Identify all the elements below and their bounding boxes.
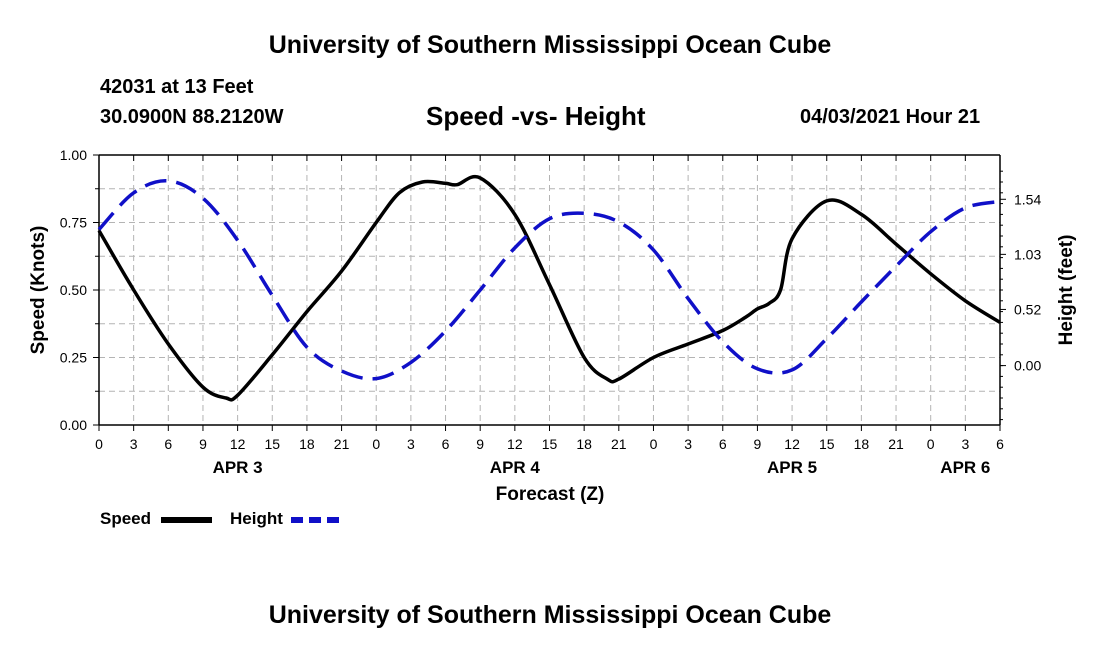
y2-axis-title: Height (feet) — [1056, 235, 1077, 346]
legend-height-label: Height — [230, 509, 283, 528]
chart-title: University of Southern Mississippi Ocean… — [268, 31, 832, 59]
x-tick-label: 9 — [754, 436, 762, 452]
date-label: APR 3 — [213, 458, 263, 477]
y2-tick-label: 0.52 — [1014, 301, 1041, 317]
x-tick-label: 0 — [650, 436, 658, 452]
station-label: 42031 at 13 Feet — [100, 76, 254, 98]
date-label: APR 5 — [767, 458, 817, 477]
chart-subtitle: Speed -vs- Height — [426, 101, 646, 131]
x-tick-label: 3 — [961, 436, 969, 452]
y-tick-label: 1.00 — [60, 147, 87, 163]
y-axis-title: Speed (Knots) — [28, 226, 49, 355]
x-axis-title: Forecast (Z) — [496, 484, 605, 505]
x-tick-label: 9 — [476, 436, 484, 452]
x-tick-label: 9 — [199, 436, 207, 452]
height-series-line — [97, 179, 1001, 381]
y-tick-label: 0.50 — [60, 282, 87, 298]
forecast-datetime: 04/03/2021 Hour 21 — [800, 106, 981, 128]
y2-tick-label: 1.54 — [1014, 191, 1041, 207]
x-tick-label: 0 — [927, 436, 935, 452]
x-tick-label: 0 — [372, 436, 380, 452]
x-tick-label: 12 — [230, 436, 246, 452]
date-label: APR 4 — [490, 458, 541, 477]
coordinates-label: 30.0900N 88.2120W — [100, 106, 284, 128]
x-tick-label: 18 — [854, 436, 870, 452]
y-tick-label: 0.75 — [60, 215, 87, 231]
y-tick-label: 0.25 — [60, 350, 87, 366]
x-tick-label: 15 — [819, 436, 835, 452]
label-layer: 0 3 6 9 12 15 18 21 0 3 6 9 12 15 18 21 0 3 6 9 12 15 18 21 0 3 6A… — [28, 147, 1077, 505]
y-tick-label: 0.00 — [60, 417, 87, 433]
legend-speed-label: Speed — [100, 509, 152, 528]
grid-layer — [99, 155, 1000, 425]
x-tick-label: 3 — [407, 436, 415, 452]
x-tick-label: 6 — [164, 436, 172, 452]
x-tick-label: 15 — [264, 436, 280, 452]
y2-tick-label: 1.03 — [1014, 246, 1041, 262]
x-tick-label: 3 — [684, 436, 692, 452]
series-layer — [97, 174, 1001, 402]
x-tick-label: 12 — [507, 436, 523, 452]
x-tick-label: 3 — [130, 436, 138, 452]
x-tick-label: 6 — [442, 436, 450, 452]
speed-series-line — [97, 174, 1001, 402]
x-tick-label: 12 — [784, 436, 800, 452]
x-tick-label: 6 — [719, 436, 727, 452]
axes-layer — [93, 154, 1006, 431]
x-tick-label: 21 — [334, 436, 350, 452]
x-tick-label: 21 — [888, 436, 904, 452]
x-tick-label: 18 — [576, 436, 592, 452]
footer-title: University of Southern Mississippi Ocean… — [268, 601, 832, 629]
date-label: APR 6 — [940, 458, 990, 477]
x-tick-label: 0 — [95, 436, 103, 452]
x-tick-label: 21 — [611, 436, 627, 452]
x-tick-label: 15 — [542, 436, 558, 452]
x-tick-label: 6 — [996, 436, 1004, 452]
y2-tick-label: 0.00 — [1014, 358, 1041, 374]
x-tick-label: 18 — [299, 436, 315, 452]
